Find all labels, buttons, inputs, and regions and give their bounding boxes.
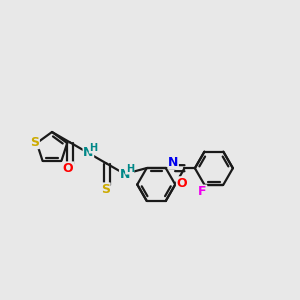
Text: O: O [63, 162, 74, 175]
Text: N: N [120, 167, 130, 181]
Text: S: S [101, 183, 110, 196]
Text: N: N [83, 146, 94, 160]
Text: F: F [198, 185, 207, 198]
Text: H: H [126, 164, 134, 174]
Text: S: S [30, 136, 39, 148]
Text: N: N [168, 156, 178, 169]
Text: O: O [177, 177, 187, 190]
Text: H: H [89, 143, 98, 153]
